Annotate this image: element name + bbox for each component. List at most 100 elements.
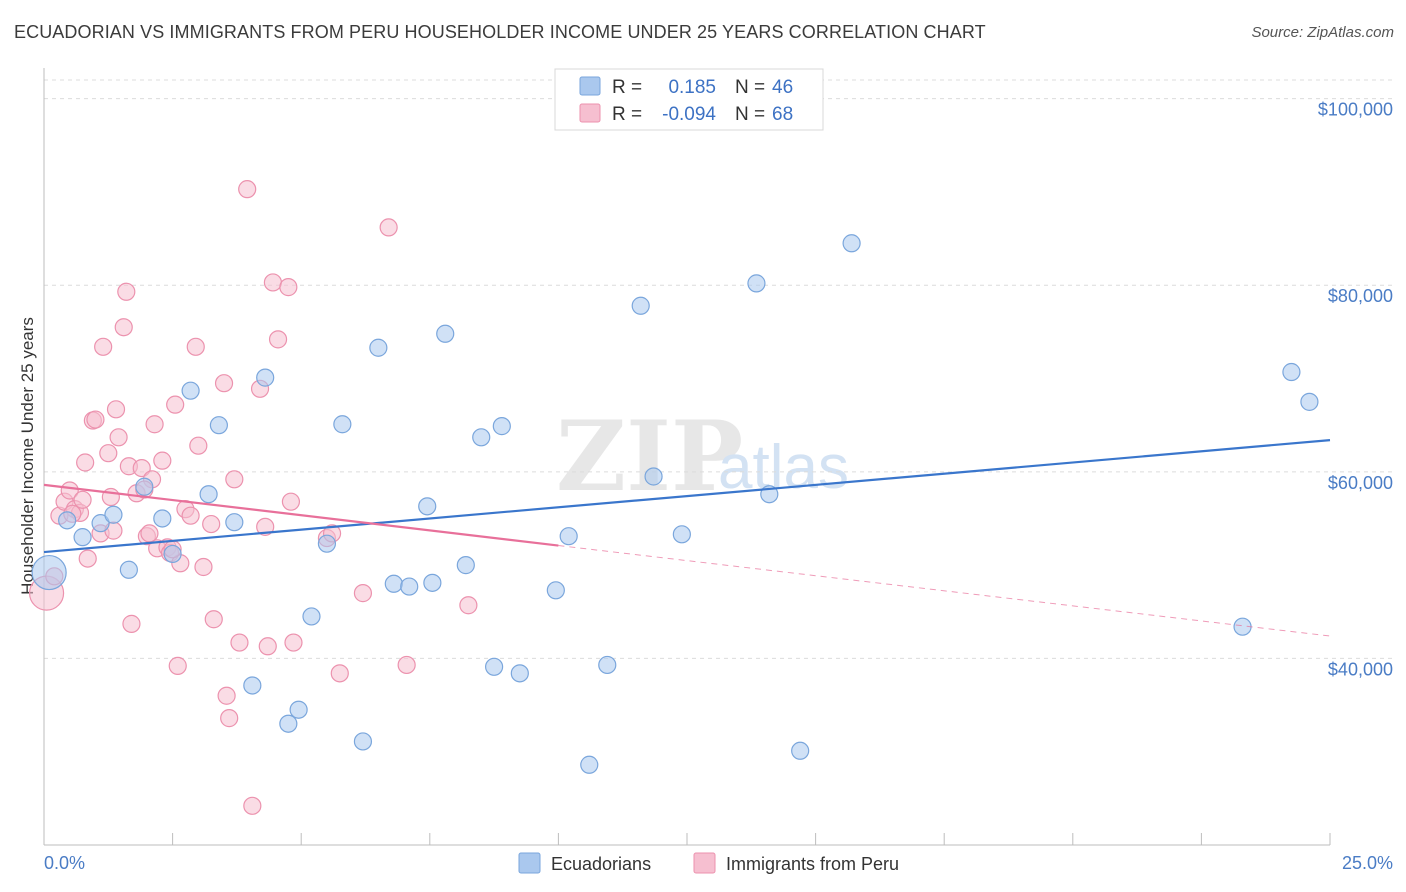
- peru-point: [459, 596, 478, 615]
- bottom-legend-peru: Immigrants from Peru: [726, 854, 899, 874]
- peru-point: [220, 709, 239, 728]
- ecuadorian-point: [181, 381, 200, 400]
- y-tick-label: $100,000: [1318, 100, 1393, 120]
- peru-point: [238, 180, 257, 199]
- ecuadorian-point: [672, 525, 691, 544]
- ecuadorian-point: [243, 676, 262, 695]
- ecuadorian-point: [369, 338, 388, 357]
- peru-trend-line: [43, 483, 559, 547]
- peru-point: [194, 557, 213, 577]
- y-tick-label: $80,000: [1328, 286, 1393, 306]
- bottom-legend-swatch-ecuadorians: [518, 852, 541, 874]
- ecuadorian-point: [317, 534, 337, 553]
- ecuadorian-point: [153, 509, 172, 528]
- trend-lines: [43, 439, 1331, 637]
- ecuadorian-point: [423, 573, 442, 592]
- ecuadorian-point: [485, 657, 504, 676]
- ecuadorian-point: [436, 324, 455, 343]
- peru-point: [189, 436, 208, 455]
- peru-point: [268, 330, 288, 349]
- peru-point: [106, 400, 126, 419]
- ecuadorian-point: [747, 274, 766, 293]
- peru-point: [243, 796, 262, 815]
- peru-point: [60, 481, 79, 500]
- legend-n-label-2: N =: [735, 104, 765, 125]
- peru-point: [145, 415, 164, 434]
- peru-point: [281, 492, 301, 511]
- legend-n-value-2: 68: [772, 104, 793, 125]
- chart-title: ECUADORIAN VS IMMIGRANTS FROM PERU HOUSE…: [14, 22, 986, 42]
- peru-point: [202, 514, 221, 534]
- legend-swatch-blue: [579, 76, 601, 96]
- ecuadorian-point: [302, 607, 321, 626]
- ecuadorian-point: [353, 732, 373, 751]
- ecuadorian-point: [418, 497, 437, 516]
- y-axis-title: Householder Income Under 25 years: [18, 317, 37, 595]
- peru-point: [279, 278, 298, 297]
- ecuadorian-point: [119, 560, 138, 579]
- ecuadorian-point: [1300, 392, 1319, 411]
- peru-point: [73, 490, 92, 509]
- ecuadorian-point: [510, 664, 529, 683]
- ecuadorian-trend-line: [43, 439, 1331, 554]
- peru-point: [256, 517, 275, 536]
- peru-point: [140, 524, 159, 543]
- ecuadorian-point: [384, 574, 403, 593]
- ecuadorian-point: [225, 513, 244, 532]
- ecuadorian-point: [472, 428, 491, 447]
- legend-n-label-1: N =: [735, 77, 765, 98]
- peru-point: [94, 337, 113, 356]
- ecuadorian-point: [842, 234, 861, 253]
- ecuadorian-point: [333, 415, 352, 434]
- peru-point: [230, 633, 249, 652]
- legend-r-label-2: R =: [612, 104, 642, 125]
- y-tick-label: $60,000: [1328, 473, 1393, 493]
- peru-point: [217, 686, 236, 705]
- peru-point: [258, 637, 277, 656]
- peru-point: [166, 395, 185, 414]
- bottom-legend-swatch-peru: [693, 852, 716, 874]
- peru-point: [122, 614, 141, 633]
- peru-point: [109, 428, 128, 447]
- legend-box: R = 0.185 N = 46 R = -0.094 N = 68: [554, 68, 824, 131]
- ecuadorian-point: [546, 581, 565, 600]
- gridlines: [44, 79, 1393, 659]
- peru-point: [78, 549, 97, 568]
- ecuadorian-point: [73, 528, 92, 547]
- ecuadorian-point: [644, 467, 663, 486]
- peru-point: [263, 273, 283, 292]
- ecuadorian-point: [456, 556, 475, 575]
- bottom-legend-ecuadorians: Ecuadorians: [551, 854, 651, 874]
- y-axis-tick-labels: $40,000 $60,000 $80,000 $100,000: [1318, 100, 1393, 680]
- peru-point: [117, 282, 136, 301]
- ecuadorian-point: [58, 511, 77, 530]
- ecuadorian-point: [598, 655, 617, 675]
- ecuadorian-point: [1282, 362, 1301, 382]
- source-label: Source: ZipAtlas.com: [1251, 24, 1394, 41]
- ecuadorian-point: [31, 554, 67, 591]
- x-tick-label-max: 25.0%: [1342, 853, 1393, 873]
- ecuadorian-point: [279, 714, 298, 733]
- ecuadorian-point: [400, 577, 419, 596]
- legend-r-label-1: R =: [612, 77, 642, 98]
- watermark-zip: ZIP: [556, 400, 743, 513]
- ecuadorian-point: [791, 741, 810, 760]
- peru-point: [76, 453, 95, 472]
- legend-n-value-1: 46: [772, 77, 793, 98]
- ecuadorian-point: [91, 514, 110, 533]
- y-tick-label: $40,000: [1328, 659, 1393, 679]
- legend-r-value-2: -0.094: [662, 104, 716, 125]
- peru-point: [86, 410, 105, 429]
- ecuadorian-point: [492, 417, 511, 436]
- peru-point: [204, 610, 223, 629]
- peru-point: [181, 506, 200, 525]
- peru-point: [353, 584, 373, 603]
- peru-point: [168, 656, 187, 675]
- ecuadorian-point: [256, 368, 275, 387]
- ecuadorian-point: [104, 505, 123, 524]
- x-tick-label-min: 0.0%: [44, 853, 85, 873]
- ecuadorian-point: [559, 527, 578, 546]
- peru-point: [330, 664, 349, 683]
- peru-point: [379, 218, 398, 237]
- peru-point: [214, 374, 234, 393]
